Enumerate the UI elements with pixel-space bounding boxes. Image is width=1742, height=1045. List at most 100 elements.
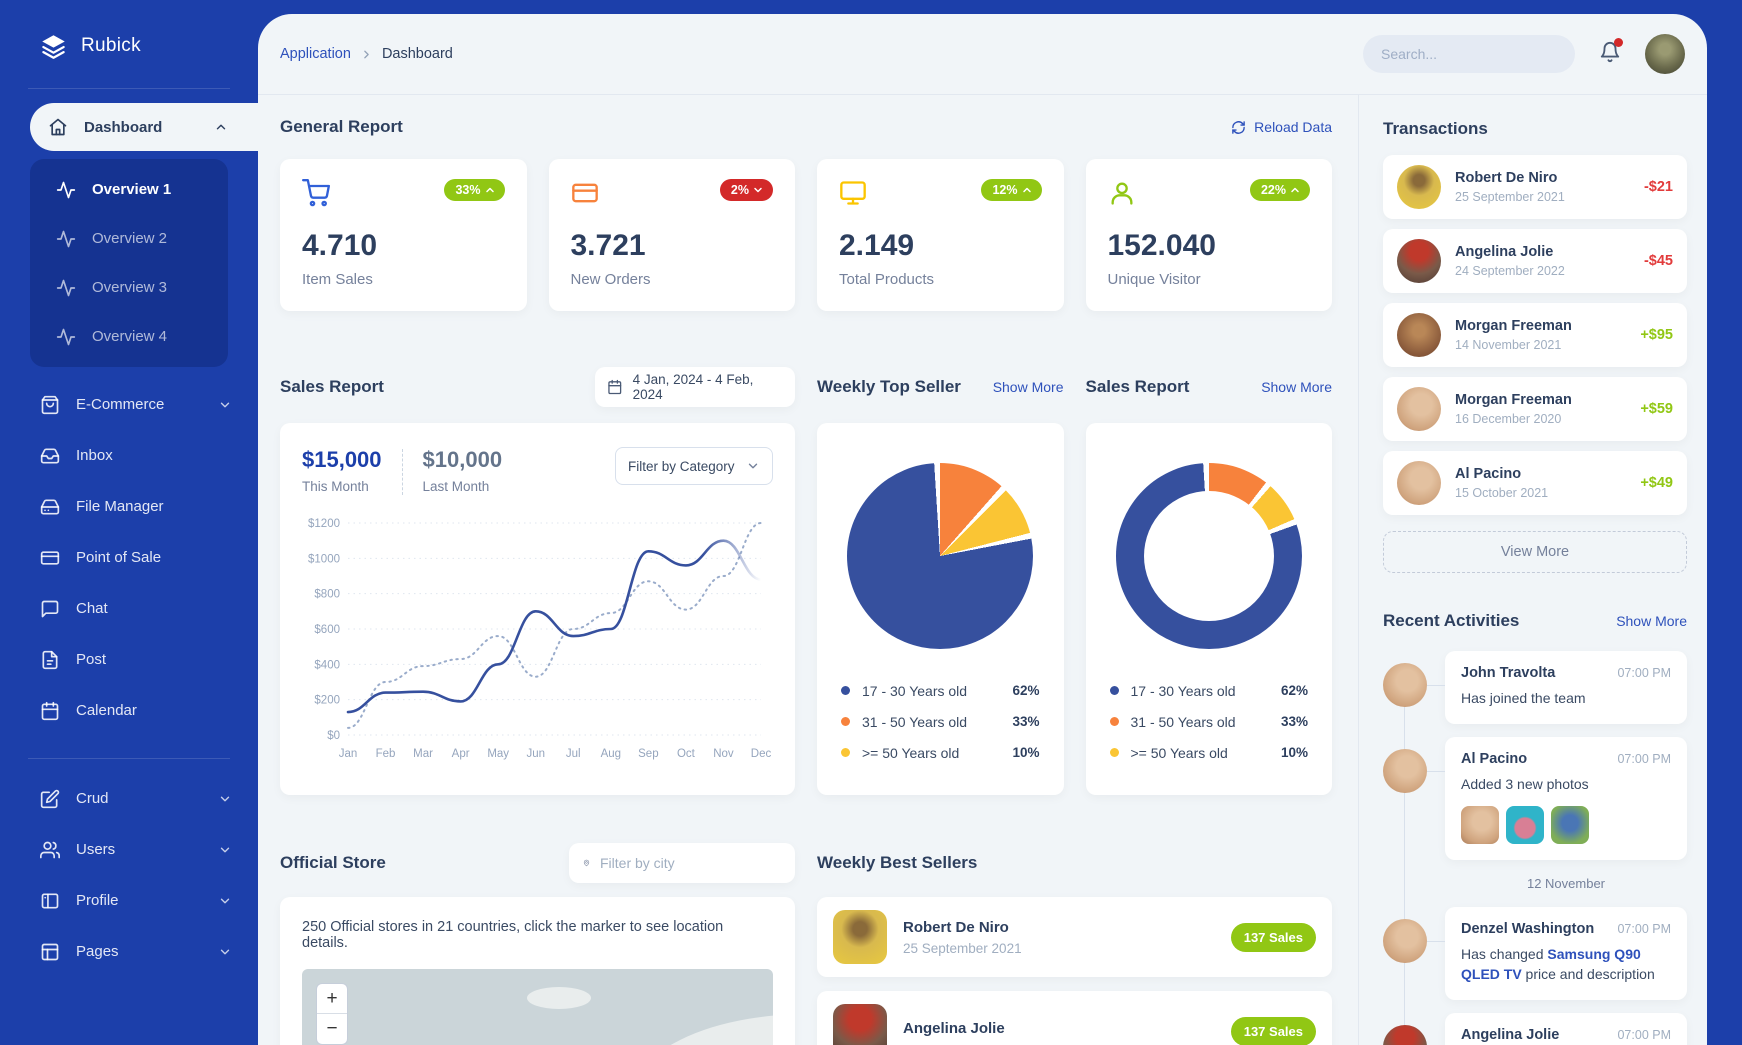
transaction-row[interactable]: Morgan Freeman 14 November 2021 +$95	[1383, 303, 1687, 367]
right-panel: Transactions Robert De Niro 25 September…	[1358, 95, 1707, 1045]
filter-by-category-select[interactable]: Filter by Category	[615, 447, 773, 485]
age-pie-chart	[847, 463, 1034, 649]
best-seller-row[interactable]: Angelina Jolie 137 Sales	[817, 991, 1332, 1045]
activity-name: John Travolta	[1461, 665, 1556, 681]
activity-date-separator: 12 November	[1526, 875, 1606, 891]
sidebar-item-point-of-sale[interactable]: Point of Sale	[0, 532, 258, 583]
sales-report-donut-show-more[interactable]: Show More	[1261, 379, 1332, 395]
activity-photo[interactable]	[1506, 805, 1544, 844]
sidebar-item-chat[interactable]: Chat	[0, 583, 258, 634]
transactions-list: Robert De Niro 25 September 2021 -$21 An…	[1383, 155, 1687, 515]
sidebar-item-overview-2[interactable]: Overview 2	[30, 214, 228, 263]
legend-dot	[1109, 748, 1119, 757]
transaction-row[interactable]: Al Pacino 15 October 2021 +$49	[1383, 451, 1687, 515]
legend-percent: 10%	[1280, 745, 1308, 760]
sidebar-item-label: Chat	[76, 600, 108, 617]
transaction-name: Morgan Freeman	[1455, 318, 1572, 334]
activity-icon	[56, 279, 76, 296]
weekly-top-seller-show-more[interactable]: Show More	[992, 379, 1064, 395]
stat-card-item-sales[interactable]: 33% 4.710 Item Sales	[280, 159, 527, 318]
activity-avatar	[1383, 918, 1445, 963]
sidebar-item-profile[interactable]: Profile	[0, 875, 258, 926]
activity-time: 07:00 PM	[1617, 1028, 1671, 1043]
sidebar-item-pages[interactable]: Pages	[0, 926, 258, 977]
breadcrumb-application[interactable]: Application	[280, 46, 351, 62]
svg-text:$200: $200	[314, 695, 340, 707]
svg-text:Jun: Jun	[526, 748, 545, 760]
sidebar-item-overview-4[interactable]: Overview 4	[30, 312, 228, 361]
sidebar-item-inbox[interactable]: Inbox	[0, 430, 258, 481]
map-landmass	[610, 993, 773, 1045]
chevron-down-icon	[748, 463, 758, 469]
legend-label: 31 - 50 Years old	[862, 713, 968, 730]
map-zoom-control: + −	[316, 983, 348, 1045]
chevron-down-icon	[220, 796, 230, 801]
line-chart-svg: $0 $200 $400 $600 $800 $1000 $1200 Jan Feb Mar Apr…	[308, 518, 771, 760]
svg-text:Jan: Jan	[339, 748, 358, 760]
stat-card-new-orders[interactable]: 2% 3.721 New Orders	[548, 159, 795, 318]
sidebar-item-users[interactable]: Users	[0, 824, 258, 875]
svg-text:Feb: Feb	[376, 748, 396, 760]
transaction-date: 24 September 2022	[1455, 264, 1565, 278]
sidebar-item-overview-3[interactable]: Overview 3	[30, 263, 228, 312]
map-zoom-out-button[interactable]: −	[326, 1018, 338, 1039]
sidebar-item-post[interactable]: Post	[0, 634, 258, 685]
transaction-row[interactable]: Angelina Jolie 24 September 2022 -$45	[1383, 229, 1687, 293]
stat-card-unique-visitor[interactable]: 22% 152.040 Unique Visitor	[1085, 159, 1332, 318]
transaction-date: 15 October 2021	[1455, 486, 1549, 500]
activity-item: Denzel Washington 07:00 PM Has changed S…	[1383, 906, 1687, 1001]
sidebar-item-crud[interactable]: Crud	[0, 773, 258, 824]
transaction-avatar	[1397, 461, 1441, 505]
search-input[interactable]	[1381, 46, 1562, 62]
sales-report-donut-title: Sales Report	[1085, 377, 1190, 396]
date-range-picker[interactable]: 4 Jan, 2024 - 4 Feb, 2024	[595, 367, 795, 407]
svg-text:Nov: Nov	[713, 748, 734, 760]
map-pin-icon	[583, 859, 590, 867]
users-icon	[40, 841, 60, 858]
legend-percent: 33%	[1012, 714, 1040, 729]
date-range-value: 4 Jan, 2024 - 4 Feb, 2024	[632, 372, 754, 402]
reload-data-button[interactable]: Reload Data	[1231, 119, 1332, 135]
chevron-right-icon	[364, 50, 369, 58]
recent-activities-title: Recent Activities	[1383, 611, 1520, 630]
sidebar-item-overview-1[interactable]: Overview 1	[30, 165, 228, 214]
chevron-down-icon	[754, 187, 762, 193]
sidebar-item-dashboard[interactable]: Dashboard	[30, 103, 258, 151]
sidebar-divider	[28, 758, 230, 759]
sidebar-item-file-manager[interactable]: File Manager	[0, 481, 258, 532]
notifications-button[interactable]	[1599, 37, 1623, 68]
product-link[interactable]: Samsung Q90 QLED TV	[1461, 945, 1641, 982]
stat-value: 3.721	[570, 229, 646, 262]
chevron-up-icon	[1022, 187, 1031, 193]
stat-label: New Orders	[570, 271, 651, 288]
stat-value: 2.149	[839, 229, 915, 262]
filter-by-city-input[interactable]	[600, 855, 781, 871]
map-zoom-in-button[interactable]: +	[317, 984, 347, 1014]
legend-percent: 10%	[1012, 745, 1040, 760]
app-logo[interactable]: Rubick	[0, 26, 258, 66]
transaction-avatar	[1397, 387, 1441, 431]
svg-text:$1000: $1000	[308, 553, 340, 565]
activity-photo[interactable]	[1461, 805, 1499, 844]
activity-text: Added 3 new photos	[1461, 776, 1589, 793]
transaction-row[interactable]: Robert De Niro 25 September 2021 -$21	[1383, 155, 1687, 219]
stat-card-total-products[interactable]: 12% 2.149 Total Products	[817, 159, 1064, 318]
activity-photos	[1461, 805, 1671, 844]
file-text-icon	[42, 650, 58, 669]
transaction-row[interactable]: Morgan Freeman 16 December 2020 +$59	[1383, 377, 1687, 441]
sidebar-item-ecommerce[interactable]: E-Commerce	[0, 379, 258, 430]
view-more-button[interactable]: View More	[1383, 531, 1687, 573]
best-seller-row[interactable]: Robert De Niro 25 September 2021 137 Sal…	[817, 897, 1332, 977]
activity-name: Angelina Jolie	[1461, 1027, 1560, 1044]
transaction-amount: -$21	[1643, 179, 1673, 195]
legend-row: 31 - 50 Years old 33%	[1109, 706, 1308, 737]
sidebar-item-label: Post	[76, 651, 107, 668]
sidebar-item-calendar[interactable]: Calendar	[0, 685, 258, 736]
recent-activities-show-more[interactable]: Show More	[1616, 613, 1687, 629]
activity-item: John Travolta 07:00 PM Has joined the te…	[1383, 651, 1687, 725]
svg-text:$800: $800	[314, 589, 340, 601]
user-avatar[interactable]	[1645, 34, 1685, 74]
activity-name: Al Pacino	[1461, 751, 1528, 768]
activity-time: 07:00 PM	[1617, 752, 1671, 767]
activity-photo[interactable]	[1551, 805, 1589, 844]
